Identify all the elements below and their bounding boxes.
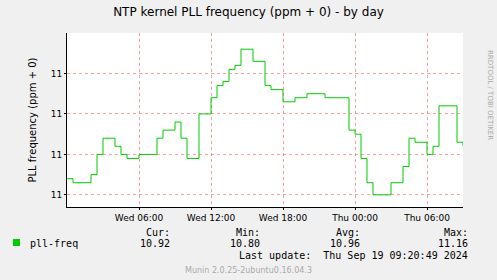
svg-text:11: 11: [51, 150, 62, 160]
svg-text:10.80: 10.80: [230, 238, 260, 249]
svg-text:Last update: Thu Sep 19 09:20: Last update: Thu Sep 19 09:20:49 2024: [239, 250, 468, 261]
svg-text:NTP kernel PLL frequency (ppm: NTP kernel PLL frequency (ppm + 0) - by …: [113, 5, 384, 19]
svg-text:11: 11: [51, 190, 62, 200]
svg-text:pll-freq: pll-freq: [30, 238, 78, 249]
svg-text:Wed 18:00: Wed 18:00: [259, 213, 308, 223]
svg-text:11.16: 11.16: [438, 238, 468, 249]
svg-text:Thu 00:00: Thu 00:00: [331, 213, 378, 223]
svg-text:Wed 06:00: Wed 06:00: [115, 213, 164, 223]
svg-text:10.96: 10.96: [330, 238, 360, 249]
svg-text:10.92: 10.92: [140, 238, 170, 249]
svg-text:Thu 06:00: Thu 06:00: [403, 213, 450, 223]
svg-text:Min:: Min:: [236, 227, 260, 238]
svg-text:Max:: Max:: [444, 227, 468, 238]
svg-text:PLL frequency (ppm + 0): PLL frequency (ppm + 0): [27, 57, 38, 182]
svg-text:RRDTOOL / TOBI OETIKER: RRDTOOL / TOBI OETIKER: [486, 50, 494, 140]
svg-text:Avg:: Avg:: [336, 227, 360, 238]
svg-text:11: 11: [51, 109, 62, 119]
svg-text:Wed 12:00: Wed 12:00: [187, 213, 236, 223]
svg-text:Cur:: Cur:: [146, 227, 170, 238]
svg-text:Munin 2.0.25-2ubuntu0.16.04.3: Munin 2.0.25-2ubuntu0.16.04.3: [185, 266, 312, 275]
svg-text:11: 11: [51, 69, 62, 79]
